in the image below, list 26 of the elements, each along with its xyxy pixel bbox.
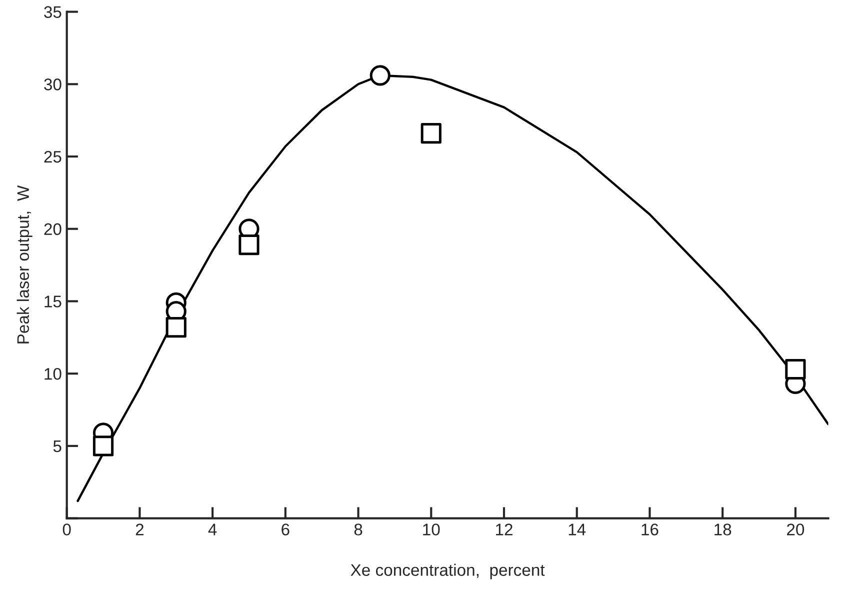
point <box>785 358 806 380</box>
y-tick-label: 30 <box>44 78 62 90</box>
y-tick-label: 35 <box>44 6 62 18</box>
y-tick-label: 5 <box>53 440 62 452</box>
point <box>238 234 260 256</box>
y-tick-label: 10 <box>44 368 62 380</box>
x-tick-label: 0 <box>62 524 71 536</box>
point <box>420 123 442 144</box>
x-tick-label: 6 <box>282 524 290 536</box>
x-tick-label: 12 <box>496 524 512 536</box>
x-tick-label: 4 <box>208 524 217 536</box>
y-tick-label: 20 <box>44 223 62 236</box>
x-tick-label: 18 <box>714 524 732 536</box>
x-axis-title: Xe concentration, percent <box>350 564 545 580</box>
x-tick-label: 16 <box>642 524 658 536</box>
y-tick-label: 25 <box>44 150 62 163</box>
point <box>92 436 114 456</box>
x-tick-label: 8 <box>354 524 362 536</box>
y-tick-label: 15 <box>44 296 62 308</box>
point <box>166 316 186 338</box>
point <box>370 65 390 86</box>
x-tick-label: 10 <box>423 524 440 536</box>
x-tick-label: 14 <box>568 524 586 536</box>
x-tick-label: 2 <box>136 524 144 536</box>
x-tick-label: 20 <box>787 524 804 536</box>
y-axis-title: Peak laser output, W <box>16 185 32 344</box>
